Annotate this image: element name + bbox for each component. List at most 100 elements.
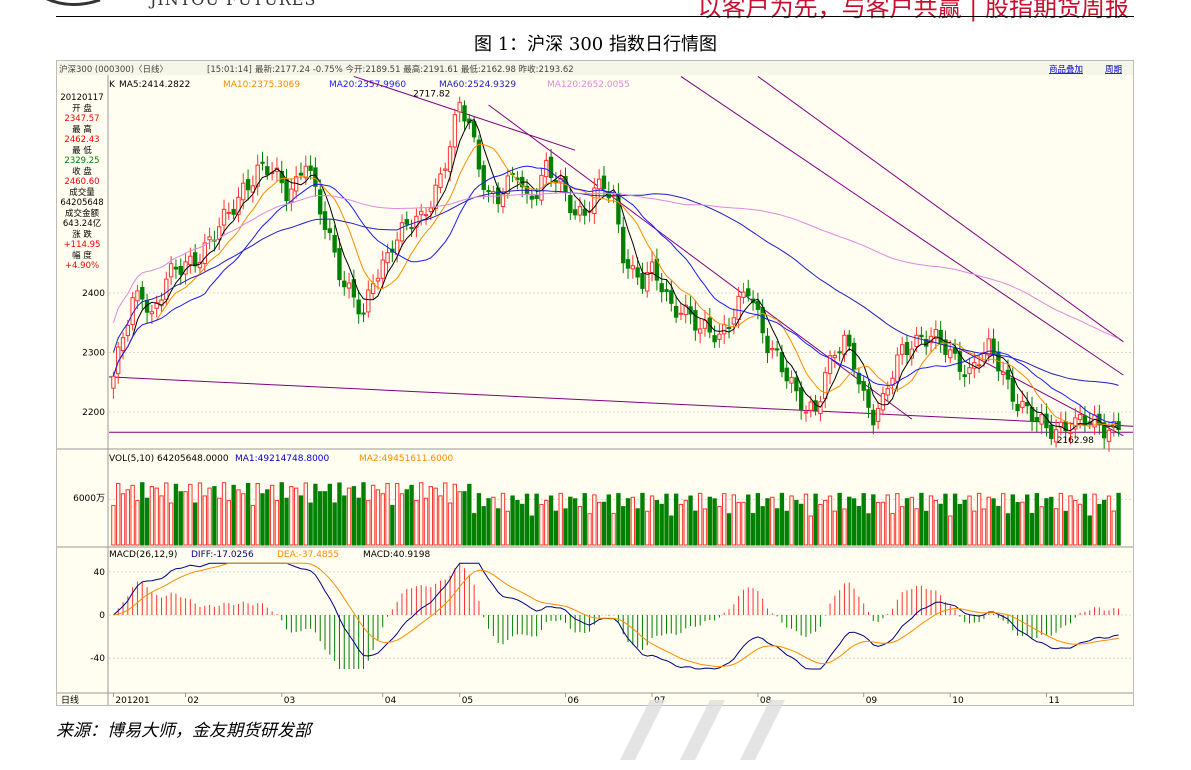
period-link[interactable]: 周期 — [1105, 65, 1122, 75]
candle-body — [125, 324, 131, 337]
info-low-label: 最 低 — [72, 145, 92, 156]
candlestick-chart[interactable]: 沪深300 (000300)〈日线〉 [15:01:14] 最新:2177.24… — [57, 61, 1134, 706]
candle — [871, 403, 876, 435]
volume-bar — [611, 513, 616, 546]
source-note: 来源：博易大师，金友期货研发部 — [56, 721, 311, 741]
candle — [539, 167, 544, 206]
candle-body — [548, 156, 554, 178]
candle — [847, 329, 852, 351]
candle — [683, 294, 688, 324]
volume-bar — [957, 503, 963, 546]
volume-bar — [433, 487, 438, 546]
candle-body — [673, 305, 679, 318]
candle — [548, 148, 554, 187]
volume-bar — [962, 499, 967, 546]
candle-body — [221, 208, 227, 226]
volume-bar — [279, 482, 284, 546]
long-trendline — [108, 376, 1134, 427]
volume-bar — [544, 499, 549, 546]
volume-bar — [909, 496, 914, 546]
volume-bar — [438, 495, 443, 546]
candle-body — [188, 255, 193, 266]
candle-body — [111, 375, 116, 389]
volume-bar — [919, 492, 924, 546]
volume-bar — [342, 495, 347, 546]
x-axis-month-label: 07 — [654, 696, 665, 705]
volume-bar — [938, 503, 943, 546]
volume-bar — [952, 493, 958, 546]
candle-body — [231, 208, 236, 215]
candle-body — [986, 338, 991, 356]
volume-bar — [856, 505, 862, 546]
volume-bar — [1010, 494, 1015, 546]
candle-body — [1049, 424, 1054, 439]
volume-bar — [890, 513, 895, 546]
candle-body — [861, 381, 866, 391]
volume-bar — [861, 493, 866, 546]
candle-body — [875, 407, 881, 422]
candle-body — [798, 387, 804, 410]
volume-bar — [803, 493, 809, 546]
volume-bar — [784, 510, 789, 546]
candle-body — [640, 272, 645, 289]
candle — [875, 401, 881, 429]
candle-body — [380, 259, 385, 279]
volume-bar — [625, 498, 631, 546]
volume-bar — [1077, 503, 1083, 546]
volume-bar — [577, 505, 583, 546]
volume-bar — [269, 484, 275, 546]
candle-body — [678, 312, 684, 315]
volume-bar — [231, 484, 236, 546]
info-amount: 643.24亿 — [63, 218, 101, 229]
channel-line — [488, 104, 913, 420]
candle — [544, 152, 549, 185]
volume-bar — [318, 491, 323, 546]
candle — [120, 332, 126, 360]
info-change-label: 涨 跌 — [72, 229, 92, 240]
volume-bar — [548, 495, 554, 546]
candle-body — [284, 178, 289, 202]
candle-body — [428, 207, 434, 213]
candle — [505, 169, 510, 199]
candle — [380, 250, 385, 289]
candles — [111, 96, 1121, 452]
volume-bar — [895, 493, 900, 546]
volume-bar — [712, 498, 717, 546]
candle-body — [962, 374, 967, 378]
candle-body — [140, 286, 145, 300]
volume-bar — [592, 494, 597, 546]
candle-body — [399, 222, 405, 242]
candle-body — [1005, 369, 1011, 380]
volume-bar — [837, 492, 842, 546]
candle-body — [337, 248, 342, 281]
x-axis-month-label: 02 — [188, 696, 199, 705]
low-annotation: 2162.98 — [1057, 436, 1094, 446]
volume-bar — [630, 496, 636, 546]
candle-body — [1015, 403, 1020, 412]
candle-body — [827, 355, 833, 375]
candle-body — [991, 338, 996, 356]
candle-body — [1053, 429, 1059, 443]
volume-bar — [842, 508, 847, 546]
candle — [303, 155, 308, 185]
info-high: 2462.43 — [64, 135, 99, 145]
overlay-link[interactable]: 商品叠加 — [1049, 64, 1083, 75]
volume-bar — [462, 491, 467, 546]
volume-bar — [770, 496, 775, 546]
candle-body — [577, 206, 583, 216]
x-axis-month-label: 201201 — [115, 696, 149, 705]
macd-legend-diff: DIFF:-17.0256 — [191, 550, 254, 560]
candle — [154, 295, 159, 318]
volume-bar — [308, 502, 313, 546]
volume-bar — [250, 504, 256, 546]
volume-bar — [515, 499, 520, 546]
ma60-line — [112, 189, 1119, 386]
candle-body — [197, 261, 203, 269]
candle-body — [803, 411, 809, 414]
candle — [1005, 359, 1011, 390]
volume-bar — [976, 492, 982, 546]
volume-bar — [794, 500, 799, 546]
candle-body — [625, 259, 631, 269]
candle-body — [592, 187, 597, 214]
volume-bar — [245, 483, 251, 546]
